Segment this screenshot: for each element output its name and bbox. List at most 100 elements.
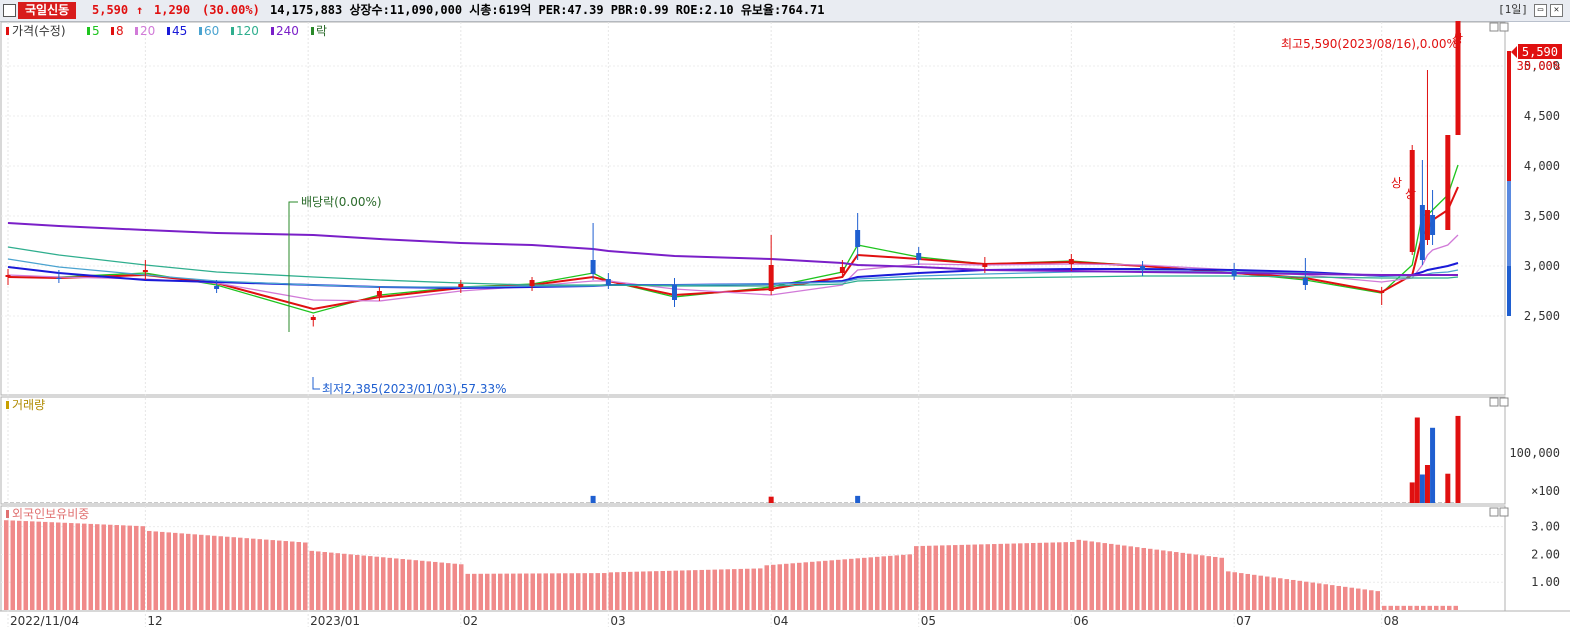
candle[interactable] [1379, 291, 1385, 293]
price-tick-label: 3,500 [1524, 209, 1560, 223]
foreign-ratio-bar [628, 571, 633, 610]
volume-bar[interactable] [1409, 482, 1415, 503]
candle[interactable] [56, 278, 62, 279]
close-icon[interactable]: ✕ [1550, 4, 1563, 17]
panel-minimize-icon[interactable] [1489, 22, 1499, 32]
foreign-ratio-bar [1167, 551, 1172, 610]
candle[interactable] [1424, 210, 1430, 240]
foreign-ratio-bar [114, 525, 119, 610]
foreign-ratio-bar [355, 554, 360, 610]
candle[interactable] [1419, 205, 1425, 260]
foreign-ratio-bar [88, 523, 93, 610]
foreign-ratio-bar [446, 563, 451, 610]
panel-close-icon[interactable] [1499, 397, 1509, 407]
foreign-ratio-bar [498, 573, 503, 610]
maximize-icon[interactable]: ▭ [1534, 4, 1547, 17]
foreign-ratio-bar [914, 546, 919, 610]
foreign-ratio-bar [153, 531, 158, 610]
volume-bar[interactable] [1445, 473, 1451, 503]
candle[interactable] [982, 264, 988, 267]
volume-bar[interactable] [1430, 427, 1436, 503]
foreign-ratio-bar [1232, 572, 1237, 610]
foreign-ratio-bar [23, 521, 28, 610]
volume-bar[interactable] [1414, 417, 1420, 504]
candle[interactable] [142, 270, 148, 272]
ma-line-120 [7, 246, 1459, 287]
ma-legend-item: 5 [92, 24, 100, 38]
panel-minimize-icon[interactable] [1489, 397, 1499, 407]
price-panel[interactable] [0, 21, 1506, 396]
foreign-ratio-bar [732, 569, 737, 610]
foreign-ratio-bar [329, 552, 334, 610]
foreign-ratio-bar [1356, 588, 1361, 610]
candle[interactable] [310, 317, 316, 320]
candle[interactable] [671, 285, 677, 300]
volume-bar[interactable] [590, 495, 596, 503]
foreign-ratio-bar [283, 541, 288, 610]
candle[interactable] [1140, 266, 1146, 270]
candle[interactable] [768, 265, 774, 291]
ma-line-240 [7, 222, 1458, 276]
candle[interactable] [1068, 259, 1074, 264]
candle[interactable] [1409, 150, 1415, 252]
stock-name[interactable]: 국일신동 [18, 2, 77, 19]
volume-bar[interactable] [1419, 474, 1425, 504]
foreign-ratio-bar [309, 550, 314, 610]
foreign-ratio-bar [615, 572, 620, 610]
chart-canvas[interactable]: 5,000 4,500 4,000 3,500 3,000 2,500 100,000 ×10… [0, 21, 1570, 629]
select-checkbox[interactable] [3, 4, 16, 17]
ma-legend-item: 120 [236, 24, 259, 38]
volume-bar[interactable] [855, 495, 861, 503]
candle[interactable] [214, 286, 220, 289]
foreign-ratio-bar [101, 524, 106, 610]
foreign-ratio-bar [927, 545, 932, 610]
candle[interactable] [590, 260, 596, 274]
candle[interactable] [1455, 21, 1461, 135]
candle[interactable] [1231, 270, 1237, 276]
foreign-ratio-bar [823, 560, 828, 610]
foreign-ratio-bar [524, 573, 529, 610]
foreign-ratio-bar [342, 553, 347, 610]
candle[interactable] [1445, 135, 1451, 230]
foreign-ratio-bar [407, 559, 412, 610]
x-axis-label: 05 [921, 614, 936, 628]
foreign-ratio-bar [1317, 583, 1322, 610]
foreign-ratio-bar [706, 569, 711, 610]
foreign-ratio-bar [829, 560, 834, 610]
volume-bar[interactable] [1455, 415, 1461, 503]
panel-close-icon[interactable] [1499, 507, 1509, 517]
volume-tick-label: 100,000 [1509, 446, 1560, 460]
foreign-ratio-bar [621, 572, 626, 610]
candle[interactable] [605, 279, 611, 285]
candle[interactable] [458, 284, 464, 287]
x-axis-label: 2023/01 [310, 614, 360, 628]
panel-minimize-icon[interactable] [1489, 507, 1499, 517]
candle[interactable] [916, 253, 922, 260]
foreign-ratio-bar [1135, 547, 1140, 610]
candle[interactable] [529, 280, 535, 286]
candle[interactable] [5, 275, 11, 277]
candle[interactable] [855, 230, 861, 247]
foreign-ratio-bar [517, 573, 522, 610]
volume-bar[interactable] [768, 496, 774, 503]
foreign-ratio-bar [868, 557, 873, 610]
foreign-ratio-bar [972, 544, 977, 610]
candle[interactable] [376, 291, 382, 296]
candle[interactable] [839, 267, 845, 273]
foreign-ratio-bar [1206, 556, 1211, 610]
foreign-ratio-bar [1070, 541, 1075, 610]
foreign-ratio-bar [894, 555, 899, 610]
candle[interactable] [1302, 278, 1308, 285]
foreign-ratio-bar [387, 557, 392, 610]
price-tick-label: 3,000 [1524, 259, 1560, 273]
candle[interactable] [1430, 215, 1436, 235]
foreign-ratio-bar [1330, 585, 1335, 610]
volume-bar[interactable] [1424, 465, 1430, 503]
foreign-ratio-bar [634, 571, 639, 610]
foreign-ratio-bar [1044, 542, 1049, 610]
panel-close-icon[interactable] [1499, 22, 1509, 32]
foreign-ratio-bar [673, 570, 678, 610]
foreign-ratio-bar [1200, 555, 1205, 610]
period-selector[interactable]: [1일] [1498, 3, 1528, 16]
volume-panel[interactable] [0, 396, 1506, 505]
